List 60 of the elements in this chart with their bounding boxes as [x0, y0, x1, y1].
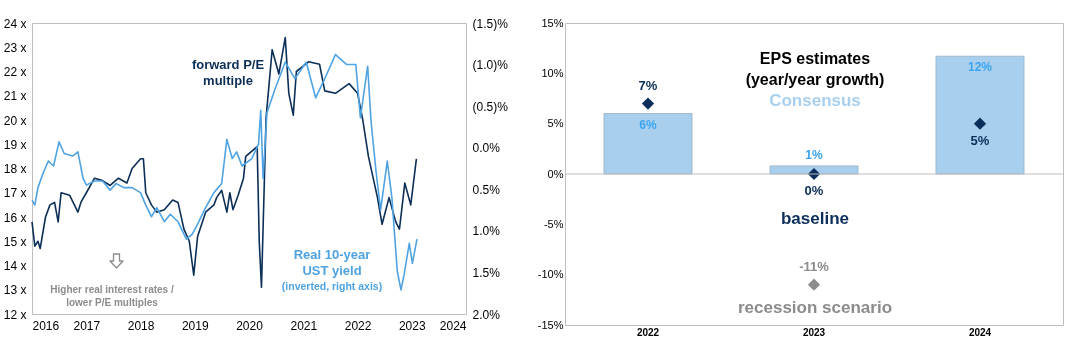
x-tick-label: 2016: [32, 318, 60, 333]
y2-tick-label: 0.0%: [472, 141, 501, 156]
text: baseline: [780, 209, 850, 228]
x-tick-label: 2022: [636, 326, 660, 338]
y-tick-label: 17 x: [3, 186, 27, 201]
x-tick-label: 2018: [127, 318, 155, 333]
y-tick-label: 20 x: [3, 113, 27, 128]
y2-tick-label: (0.5)%: [472, 99, 509, 114]
point: [973, 117, 987, 130]
text: Consensus: [769, 91, 861, 110]
data-label: 6%: [639, 117, 657, 132]
data-label: 5%: [970, 132, 990, 148]
y-tick-label: 19 x: [3, 137, 27, 152]
y-tick-label: 21 x: [3, 89, 27, 104]
point: [641, 97, 655, 110]
y-tick-label: 23 x: [3, 40, 27, 55]
data-label: 1%: [805, 147, 823, 162]
x-tick-label: 2022: [344, 318, 372, 333]
series-label: recession scenario: [737, 298, 893, 317]
bar: [603, 113, 693, 175]
x-tick-label: 2020: [236, 318, 264, 333]
data-label: 7%: [638, 77, 658, 93]
series-label: forward P/E multiple: [191, 57, 265, 88]
y-tick-label: 5%: [547, 117, 564, 130]
annotation: (inverted, right axis): [281, 280, 383, 292]
y-tick-label: 0%: [547, 167, 564, 180]
x-tick-label: 2023: [398, 318, 426, 333]
y-tick-label: 15%: [541, 16, 564, 29]
y-tick-label: -10%: [537, 268, 564, 281]
y-tick-label: 16 x: [3, 210, 27, 225]
text: EPS estimates (year/year growth): [745, 50, 885, 88]
x-tick-label: 2024: [439, 318, 467, 333]
y-tick-label: 12 x: [3, 307, 27, 322]
y2-tick-label: 0.5%: [472, 182, 501, 197]
x-tick-label: 2019: [181, 318, 209, 333]
y-tick-label: 14 x: [3, 259, 27, 273]
y-tick-label: 18 x: [3, 162, 27, 176]
annotation: Higher real interest rates / lower P/E multiples: [50, 284, 174, 308]
y-tick-label: -5%: [543, 217, 564, 230]
x-tick-label: 2021: [290, 318, 318, 333]
y-tick-label: 13 x: [3, 283, 27, 298]
data-label: -11%: [799, 258, 830, 274]
x-tick-label: 2017: [73, 318, 101, 333]
y-tick-label: 22 x: [3, 65, 27, 79]
y2-tick-label: 1.5%: [472, 265, 501, 280]
y-tick-label: -15%: [537, 318, 564, 331]
bar: [935, 55, 1025, 175]
y2-tick-label: 1.0%: [472, 224, 501, 239]
y-tick-label: 10%: [541, 66, 564, 79]
y-tick-label: 15 x: [3, 234, 27, 249]
data-label: 12%: [967, 60, 993, 75]
y2-tick-label: 2.0%: [472, 307, 501, 322]
point: [807, 278, 821, 291]
y2-tick-label: (1.0)%: [472, 58, 509, 73]
y-tick-label: 24 x: [3, 16, 27, 31]
x-tick-label: 2023: [802, 326, 826, 338]
x-tick-label: 2024: [968, 326, 992, 338]
y2-tick-label: (1.5)%: [472, 16, 509, 31]
data-label: 0%: [804, 183, 824, 198]
series-label: Real 10-year UST yield: [293, 247, 371, 278]
